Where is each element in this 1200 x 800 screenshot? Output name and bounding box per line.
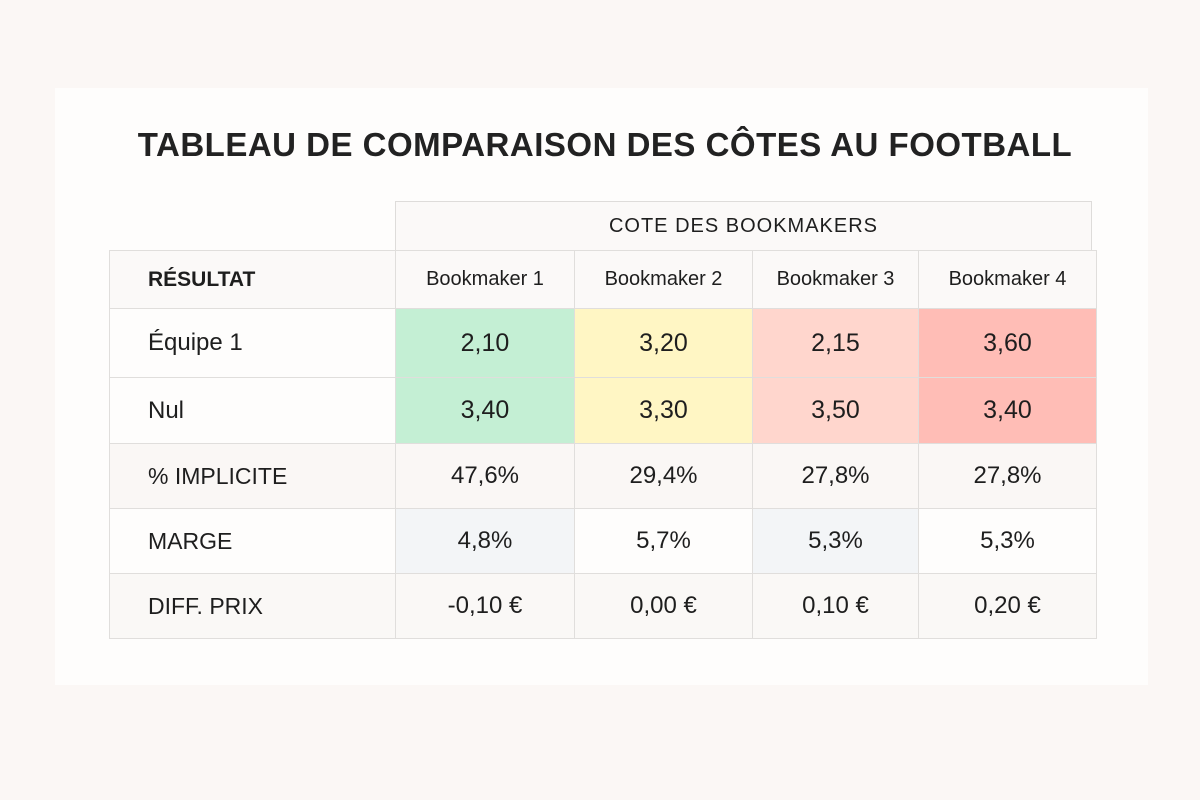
value-cell: 5,3% [918, 508, 1097, 574]
value-cell: 27,8% [752, 443, 919, 509]
row-label: Équipe 1 [109, 308, 396, 378]
odds-cell: 3,60 [918, 308, 1097, 378]
odds-cell: 3,40 [918, 377, 1097, 444]
row-label: DIFF. PRIX [109, 573, 396, 639]
value-cell: 0,00 € [574, 573, 753, 639]
row-label: % IMPLICITE [109, 443, 396, 509]
value-cell: 0,10 € [752, 573, 919, 639]
value-cell: 47,6% [395, 443, 575, 509]
value-cell: 5,3% [752, 508, 919, 574]
table-row: Nul 3,40 3,30 3,50 3,40 [109, 377, 1097, 444]
page-title: TABLEAU DE COMPARAISON DES CÔTES AU FOOT… [137, 126, 1073, 163]
group-header: COTE DES BOOKMAKERS [395, 201, 1092, 250]
value-cell: 0,20 € [918, 573, 1097, 639]
odds-cell: 3,40 [395, 377, 575, 444]
value-cell: 29,4% [574, 443, 753, 509]
value-cell: 27,8% [918, 443, 1097, 509]
header-bookmaker: Bookmaker 2 [574, 250, 753, 309]
odds-table: RÉSULTAT Bookmaker 1 Bookmaker 2 Bookmak… [109, 250, 1097, 639]
odds-cell: 2,10 [395, 308, 575, 378]
table-row: % IMPLICITE 47,6% 29,4% 27,8% 27,8% [109, 443, 1097, 509]
value-cell: -0,10 € [395, 573, 575, 639]
table-row: DIFF. PRIX -0,10 € 0,00 € 0,10 € 0,20 € [109, 573, 1097, 639]
odds-cell: 3,50 [752, 377, 919, 444]
table-header-row: RÉSULTAT Bookmaker 1 Bookmaker 2 Bookmak… [109, 250, 1097, 309]
value-cell: 5,7% [574, 508, 753, 574]
table-row: MARGE 4,8% 5,7% 5,3% 5,3% [109, 508, 1097, 574]
row-label: MARGE [109, 508, 396, 574]
header-bookmaker: Bookmaker 4 [918, 250, 1097, 309]
odds-cell: 3,20 [574, 308, 753, 378]
row-label: Nul [109, 377, 396, 444]
odds-cell: 3,30 [574, 377, 753, 444]
header-result: RÉSULTAT [109, 250, 396, 309]
value-cell: 4,8% [395, 508, 575, 574]
table-row: Équipe 1 2,10 3,20 2,15 3,60 [109, 308, 1097, 378]
header-bookmaker: Bookmaker 1 [395, 250, 575, 309]
header-bookmaker: Bookmaker 3 [752, 250, 919, 309]
odds-cell: 2,15 [752, 308, 919, 378]
